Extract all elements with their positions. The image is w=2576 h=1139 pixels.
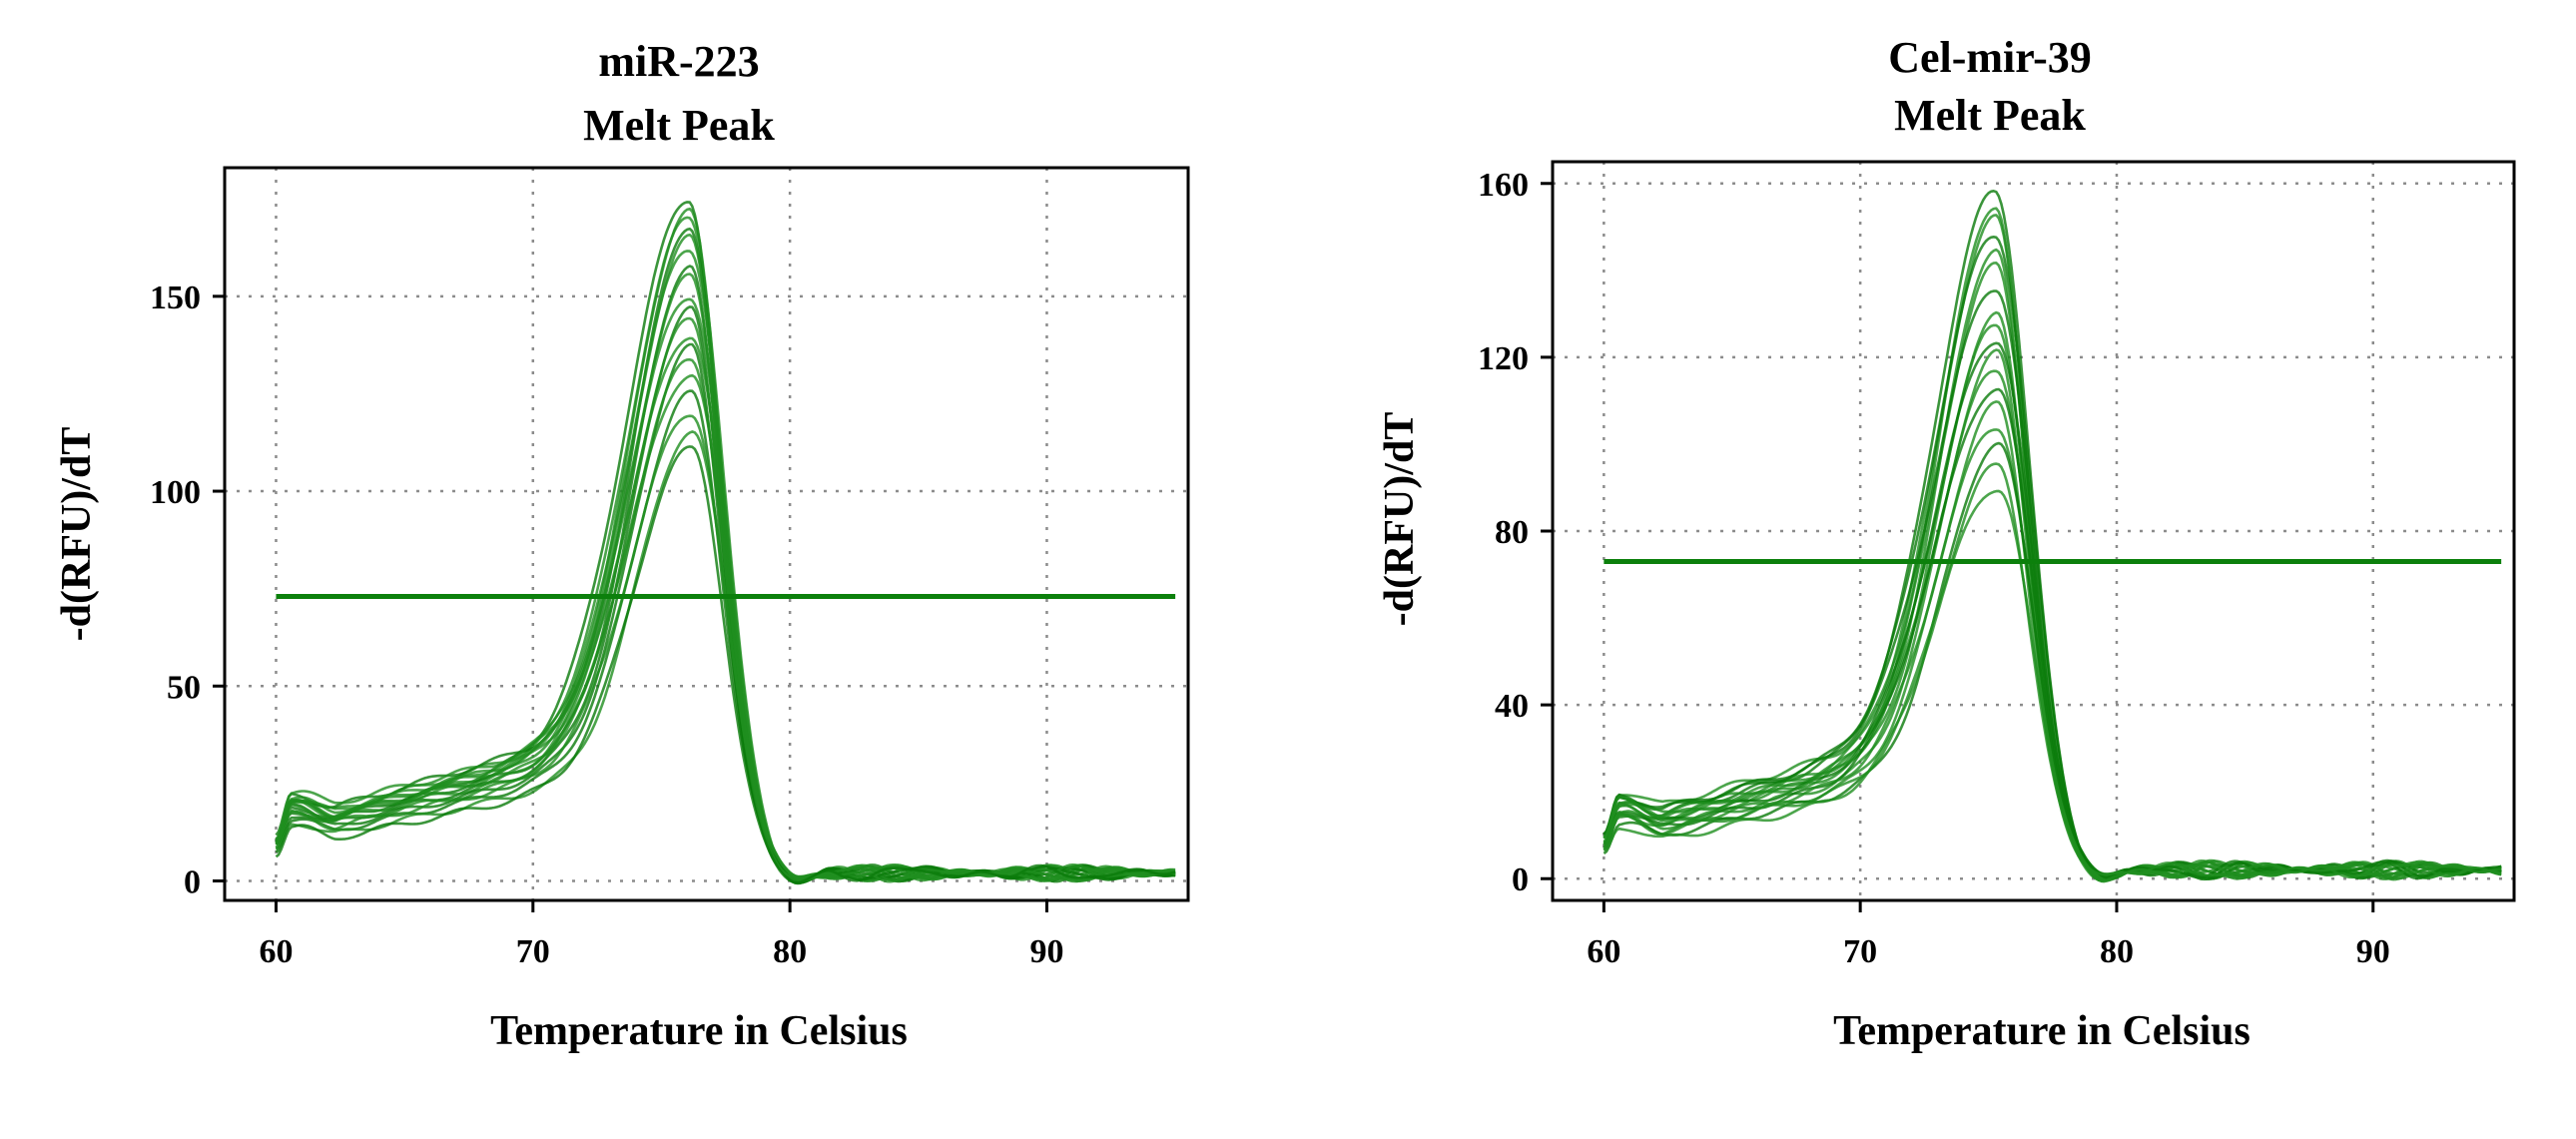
x-tick-label-3: 90 xyxy=(2356,933,2390,970)
y-tick-label-0: 0 xyxy=(1512,861,1529,898)
x-tick-label-1: 70 xyxy=(1843,933,1877,970)
y-tick-label-0: 0 xyxy=(184,863,201,900)
x-axis-label: Temperature in Celsius xyxy=(1833,1008,2251,1054)
y-tick-label-3: 150 xyxy=(150,280,201,316)
x-tick-label-0: 60 xyxy=(1587,933,1620,970)
x-tick-label-2: 80 xyxy=(2100,933,2134,970)
melt-curve-13 xyxy=(1603,400,2502,883)
melt-curve-14 xyxy=(275,373,1176,882)
x-axis-ticks: 60 70 80 90 xyxy=(1587,900,2390,970)
y-axis-label: -d(RFU)/dT xyxy=(54,427,100,642)
melt-curve-6 xyxy=(1603,289,2502,880)
melt-curve-17 xyxy=(1603,489,2502,879)
chart-title: Cel-mir-39 xyxy=(1888,33,2092,82)
y-axis-label: -d(RFU)/dT xyxy=(1377,412,1423,627)
y-axis-ticks: 0 40 80 120 160 xyxy=(1478,167,1553,898)
chart-panel-cel-mir-39: Cel-mir-39 Melt Peak 60 70 80 90 0 40 80 120 16… xyxy=(1377,33,2516,1054)
x-tick-label-2: 80 xyxy=(773,933,807,970)
y-tick-label-2: 100 xyxy=(150,474,201,511)
x-axis-ticks: 60 70 80 90 xyxy=(259,900,1063,970)
x-tick-label-3: 90 xyxy=(1029,933,1063,970)
chart-title: miR-223 xyxy=(598,37,759,86)
y-axis-ticks: 0 50 100 150 xyxy=(150,280,225,900)
chart-subtitle: Melt Peak xyxy=(1894,91,2086,140)
melt-curve-16 xyxy=(1603,462,2502,882)
melt-curves xyxy=(275,201,1176,885)
melt-curve-15 xyxy=(1603,441,2502,880)
chart-panel-mir-223: miR-223 Melt Peak 60 70 80 90 0 50 100 150 Tem… xyxy=(54,37,1190,1054)
x-axis-label: Temperature in Celsius xyxy=(490,1008,908,1054)
y-tick-label-2: 80 xyxy=(1495,514,1529,551)
x-tick-label-1: 70 xyxy=(516,933,550,970)
grid xyxy=(225,168,1188,900)
y-tick-label-1: 40 xyxy=(1495,688,1529,725)
melt-curve-18 xyxy=(275,445,1176,884)
y-tick-label-3: 120 xyxy=(1478,340,1529,377)
melt-curve-11 xyxy=(1603,369,2502,880)
melt-curves xyxy=(1603,190,2502,883)
plot-frame xyxy=(223,166,1190,902)
chart-subtitle: Melt Peak xyxy=(583,101,775,150)
melt-curve-14 xyxy=(1603,428,2502,879)
melt-curve-8 xyxy=(1603,323,2502,881)
y-tick-label-4: 160 xyxy=(1478,167,1529,204)
x-tick-label-0: 60 xyxy=(259,933,293,970)
y-tick-label-1: 50 xyxy=(167,669,201,706)
